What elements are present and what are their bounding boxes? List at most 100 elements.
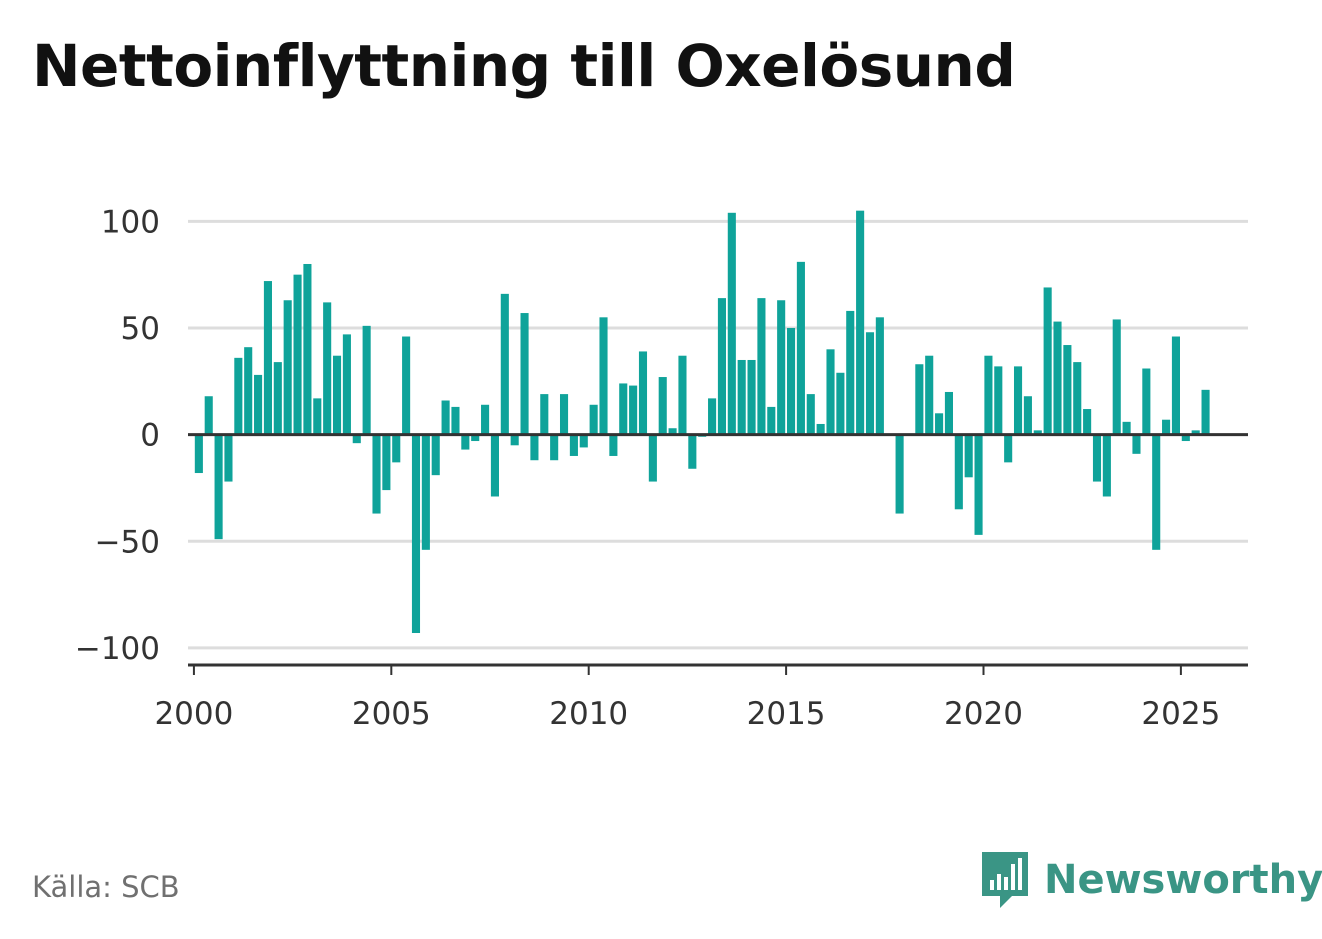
bar bbox=[263, 281, 272, 435]
bar bbox=[451, 406, 460, 435]
bar bbox=[747, 359, 756, 435]
bar bbox=[510, 434, 519, 446]
bar bbox=[895, 434, 904, 514]
y-tick-label: −50 bbox=[95, 524, 160, 560]
source-note: Källa: SCB bbox=[32, 870, 180, 904]
bar bbox=[550, 434, 559, 461]
bar bbox=[1201, 389, 1210, 435]
bar bbox=[481, 404, 490, 435]
bar bbox=[836, 372, 845, 435]
bar bbox=[974, 434, 983, 535]
bar bbox=[254, 374, 263, 435]
bar bbox=[737, 359, 746, 435]
bar bbox=[589, 404, 598, 435]
brand-name: Newsworthy bbox=[1044, 857, 1322, 903]
bar bbox=[362, 325, 371, 435]
bar bbox=[1122, 421, 1131, 435]
bar bbox=[875, 317, 884, 435]
bar bbox=[935, 413, 944, 435]
x-tick-label: 2005 bbox=[352, 696, 431, 732]
bar bbox=[1023, 396, 1032, 435]
bar bbox=[303, 263, 312, 435]
bar bbox=[313, 398, 322, 435]
bar bbox=[1043, 287, 1052, 435]
bar bbox=[777, 300, 786, 435]
bar bbox=[1033, 430, 1042, 435]
bar bbox=[964, 434, 973, 478]
x-tick-label: 2000 bbox=[154, 696, 233, 732]
x-tick-label: 2025 bbox=[1141, 696, 1220, 732]
brand-logo[interactable]: Newsworthy bbox=[980, 850, 1322, 910]
bar bbox=[767, 406, 776, 435]
bar bbox=[1162, 419, 1171, 435]
bar bbox=[1152, 434, 1161, 550]
y-tick-label: 50 bbox=[121, 311, 160, 347]
bar bbox=[323, 302, 332, 435]
bar bbox=[648, 434, 657, 482]
x-tick-label: 2015 bbox=[747, 696, 826, 732]
bar bbox=[204, 396, 213, 435]
x-tick-label: 2020 bbox=[944, 696, 1023, 732]
bar bbox=[678, 355, 687, 435]
axes bbox=[188, 433, 1248, 667]
bar bbox=[708, 398, 717, 435]
x-tick-label: 2010 bbox=[549, 696, 628, 732]
bar bbox=[530, 434, 539, 461]
bar bbox=[234, 357, 243, 435]
bar bbox=[441, 400, 450, 435]
bar bbox=[757, 298, 766, 435]
bar bbox=[244, 347, 253, 435]
bar bbox=[214, 434, 223, 540]
bar bbox=[273, 362, 282, 435]
bar bbox=[500, 293, 509, 435]
bar bbox=[342, 334, 351, 435]
bar bbox=[1083, 409, 1092, 435]
bar bbox=[352, 434, 361, 444]
bar bbox=[579, 434, 588, 448]
bar bbox=[638, 351, 648, 435]
bar bbox=[332, 355, 342, 435]
y-tick-label: 0 bbox=[140, 418, 160, 454]
bar bbox=[925, 355, 934, 435]
bar bbox=[293, 274, 302, 435]
bar bbox=[283, 300, 292, 435]
bar bbox=[382, 434, 391, 491]
bar bbox=[224, 434, 233, 482]
y-axis-ticks: 100 50 0 −50 −100 bbox=[75, 204, 160, 667]
bar bbox=[629, 385, 638, 435]
bar bbox=[727, 212, 736, 435]
bar bbox=[954, 434, 963, 510]
bar bbox=[392, 434, 401, 463]
bar bbox=[471, 434, 480, 442]
bar bbox=[372, 434, 381, 514]
bar bbox=[796, 261, 805, 435]
chart-title: Nettoinflyttning till Oxelösund bbox=[32, 32, 1016, 100]
bar bbox=[1102, 434, 1111, 497]
bar bbox=[402, 336, 411, 435]
bar bbox=[816, 423, 825, 435]
bar bbox=[915, 364, 924, 435]
bar bbox=[421, 434, 430, 550]
y-tick-label: −100 bbox=[75, 631, 160, 667]
bar bbox=[984, 355, 993, 435]
bar bbox=[194, 434, 203, 474]
bar bbox=[1092, 434, 1102, 482]
bar bbox=[1132, 434, 1141, 454]
bar bbox=[806, 394, 815, 435]
bar bbox=[658, 377, 667, 435]
bar bbox=[668, 428, 677, 435]
bar bbox=[411, 434, 421, 634]
bar bbox=[1112, 319, 1121, 435]
bar bbox=[944, 391, 953, 435]
bar bbox=[865, 332, 875, 435]
bar bbox=[431, 434, 440, 476]
bar bbox=[461, 434, 470, 450]
bar bbox=[609, 434, 618, 456]
bar bbox=[1004, 434, 1013, 463]
newsworthy-logo-icon bbox=[982, 852, 1028, 908]
bars bbox=[194, 210, 1210, 634]
bar bbox=[569, 434, 578, 456]
bar bbox=[1073, 362, 1082, 435]
bar bbox=[856, 210, 865, 435]
